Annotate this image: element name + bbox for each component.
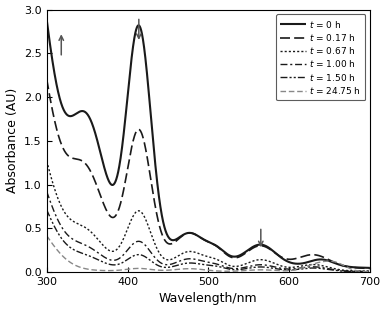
$t$ = 0 h: [61, 107, 66, 111]
$t$ = 1.00 h: [299, 266, 303, 270]
$t$ = 24.75 h: [358, 269, 363, 273]
$t$ = 0.67 h: [299, 264, 303, 268]
$t$ = 0 h: [44, 18, 49, 22]
$t$ = 1.50 h: [193, 262, 198, 265]
$t$ = 0.67 h: [358, 269, 363, 273]
$t$ = 0.67 h: [367, 269, 372, 273]
$t$ = 0.17 h: [193, 233, 198, 236]
$t$ = 24.75 h: [44, 234, 49, 238]
$t$ = 1.00 h: [201, 259, 206, 263]
$t$ = 1.00 h: [367, 270, 372, 273]
$t$ = 0.17 h: [44, 77, 49, 81]
$t$ = 24.75 h: [201, 268, 206, 272]
Line: $t$ = 24.75 h: $t$ = 24.75 h: [47, 236, 370, 272]
$t$ = 24.75 h: [367, 270, 372, 274]
Legend: $t$ = 0 h, $t$ = 0.17 h, $t$ = 0.67 h, $t$ = 1.00 h, $t$ = 1.50 h, $t$ = 24.75 h: $t$ = 0 h, $t$ = 0.17 h, $t$ = 0.67 h, $…: [276, 14, 366, 100]
$t$ = 24.75 h: [299, 267, 303, 270]
$t$ = 0.67 h: [358, 269, 363, 273]
$t$ = 0 h: [193, 233, 198, 236]
Line: $t$ = 0.67 h: $t$ = 0.67 h: [47, 161, 370, 271]
$t$ = 0 h: [201, 238, 206, 241]
$t$ = 1.50 h: [358, 270, 363, 273]
$t$ = 24.75 h: [358, 269, 363, 273]
$t$ = 0.17 h: [61, 146, 66, 150]
$t$ = 1.50 h: [44, 208, 49, 212]
$t$ = 0 h: [358, 266, 363, 269]
$t$ = 0.67 h: [61, 208, 66, 212]
$t$ = 24.75 h: [61, 255, 66, 258]
Line: $t$ = 1.50 h: $t$ = 1.50 h: [47, 210, 370, 272]
$t$ = 1.00 h: [193, 258, 198, 261]
Line: $t$ = 0.17 h: $t$ = 0.17 h: [47, 79, 370, 268]
$t$ = 1.50 h: [201, 263, 206, 267]
$t$ = 0.17 h: [358, 266, 363, 270]
Line: $t$ = 1.00 h: $t$ = 1.00 h: [47, 192, 370, 272]
$t$ = 0.67 h: [44, 159, 49, 163]
$t$ = 0.67 h: [193, 250, 198, 254]
Y-axis label: Absorbance (AU): Absorbance (AU): [5, 88, 19, 193]
$t$ = 0.67 h: [201, 253, 206, 257]
$t$ = 1.00 h: [61, 228, 66, 231]
$t$ = 0.17 h: [201, 238, 206, 242]
Line: $t$ = 0 h: $t$ = 0 h: [47, 20, 370, 268]
$t$ = 1.00 h: [358, 270, 363, 273]
$t$ = 1.00 h: [44, 190, 49, 193]
$t$ = 1.00 h: [358, 270, 363, 273]
$t$ = 1.50 h: [367, 270, 372, 274]
$t$ = 0 h: [367, 266, 372, 270]
$t$ = 1.50 h: [299, 267, 303, 271]
$t$ = 0 h: [299, 262, 303, 265]
X-axis label: Wavelength/nm: Wavelength/nm: [159, 292, 257, 305]
$t$ = 0 h: [358, 266, 363, 269]
$t$ = 1.50 h: [358, 270, 363, 273]
$t$ = 0.17 h: [358, 266, 363, 270]
$t$ = 1.50 h: [61, 239, 66, 243]
$t$ = 0.17 h: [367, 267, 372, 270]
$t$ = 24.75 h: [193, 267, 198, 271]
$t$ = 0.17 h: [299, 255, 303, 259]
